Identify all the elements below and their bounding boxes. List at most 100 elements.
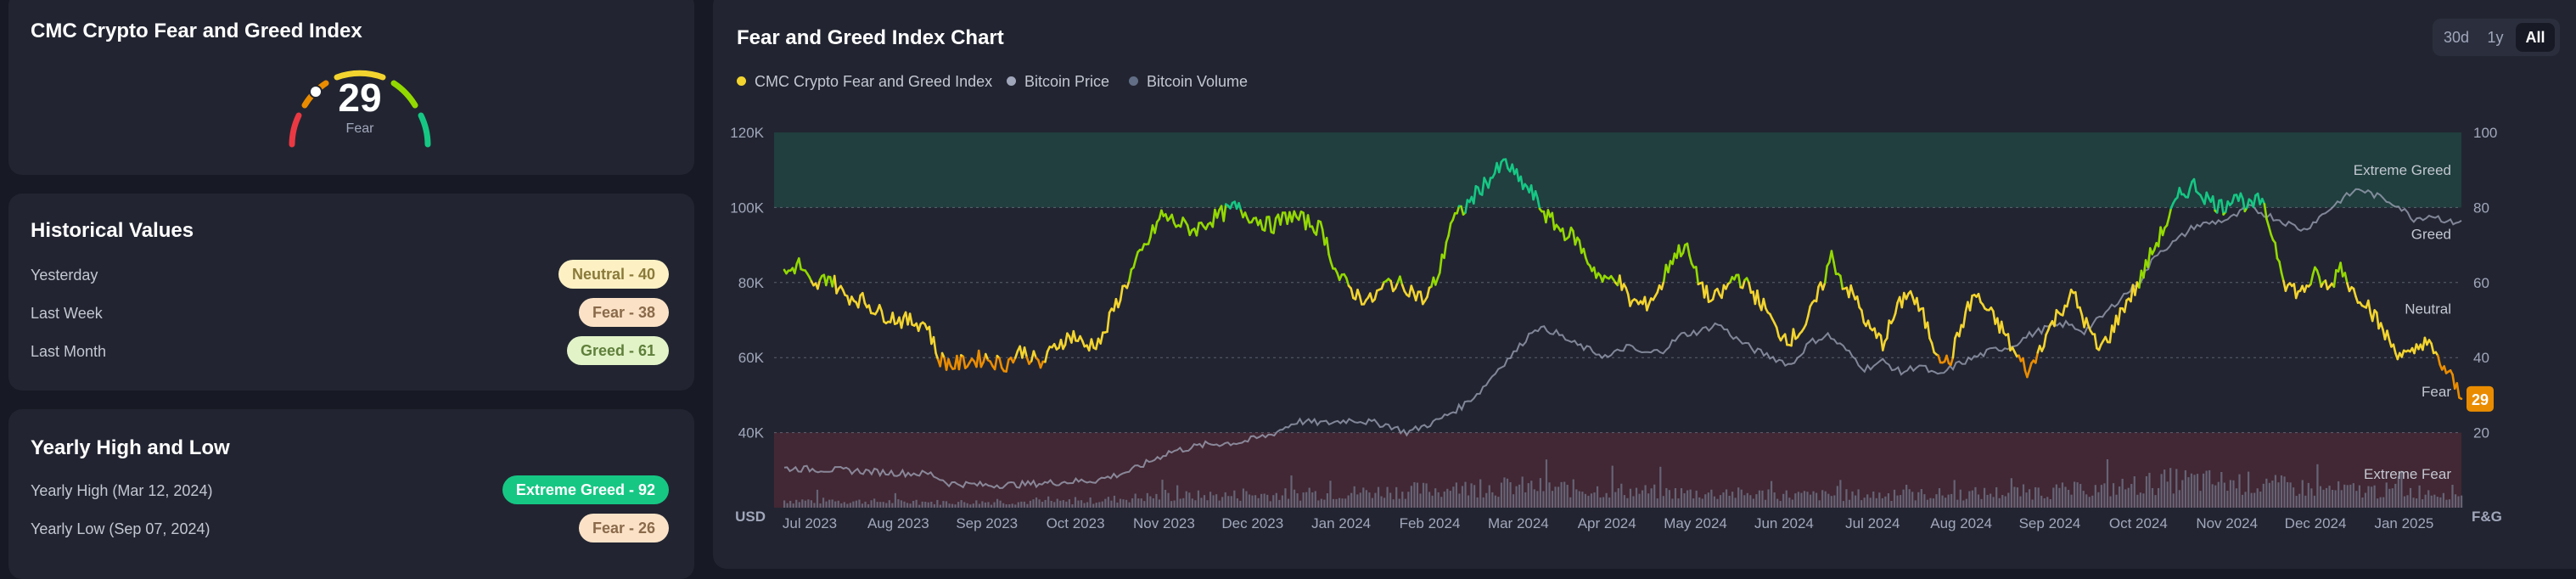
- fear-greed-segment: [1370, 294, 1372, 302]
- volume-bar: [975, 500, 977, 508]
- volume-bar: [2293, 487, 2294, 508]
- volume-bar: [1864, 497, 1866, 508]
- volume-bar: [1452, 486, 1454, 508]
- volume-bar: [822, 497, 824, 508]
- volume-bar: [1243, 488, 1244, 508]
- fear-greed-segment: [1690, 256, 1692, 264]
- volume-bar: [1690, 490, 1692, 508]
- volume-bar: [2236, 488, 2237, 508]
- yearly-high-low-title: Yearly High and Low: [31, 436, 230, 460]
- volume-bar: [2455, 494, 2456, 508]
- fear-greed-segment: [2388, 331, 2389, 340]
- volume-bar: [1110, 501, 1112, 508]
- fear-greed-segment: [1857, 296, 1860, 307]
- fear-greed-segment: [979, 351, 981, 367]
- volume-bar: [2343, 485, 2345, 508]
- fear-greed-segment: [1281, 213, 1283, 225]
- volume-bar: [1810, 495, 1811, 508]
- fear-greed-segment: [1978, 294, 1981, 302]
- fear-greed-segment: [1400, 277, 1402, 285]
- volume-bar: [1125, 500, 1127, 508]
- volume-bar: [1075, 497, 1076, 508]
- volume-bar: [2175, 469, 2177, 508]
- legend-fear-greed[interactable]: CMC Crypto Fear and Greed Index: [737, 73, 992, 91]
- volume-bar: [1120, 499, 1121, 508]
- volume-bar: [1753, 498, 1754, 508]
- volume-bar: [1444, 492, 1445, 508]
- legend-fear-greed-label: CMC Crypto Fear and Greed Index: [755, 73, 992, 90]
- volume-bar: [2326, 488, 2327, 508]
- volume-bar: [1219, 501, 1221, 508]
- fear-greed-segment: [2124, 301, 2126, 312]
- volume-bar: [2314, 496, 2315, 508]
- volume-bar: [1552, 491, 1553, 508]
- volume-bar: [1905, 485, 1907, 508]
- volume-bar: [2052, 487, 2054, 508]
- volume-bar: [1573, 480, 1574, 508]
- legend-bitcoin-price[interactable]: Bitcoin Price: [1007, 73, 1109, 91]
- volume-bar: [1737, 487, 1739, 508]
- volume-bar: [889, 500, 890, 508]
- legend-bitcoin-volume[interactable]: Bitcoin Volume: [1129, 73, 1248, 91]
- volume-bar: [2461, 496, 2462, 508]
- fear-greed-segment: [1662, 281, 1664, 290]
- volume-bar: [1915, 500, 1917, 508]
- volume-bar: [1827, 494, 1829, 508]
- volume-bar: [1378, 487, 1379, 508]
- volume-bar: [1857, 489, 1859, 508]
- volume-bar: [2146, 476, 2147, 508]
- fear-greed-segment: [1895, 303, 1898, 314]
- volume-bar: [2122, 479, 2124, 508]
- volume-bar: [2023, 484, 2024, 508]
- volume-bar: [1045, 500, 1047, 508]
- timeframe-toggle: 30d 1y All: [2433, 19, 2560, 56]
- usd-tick-label: 60K: [738, 350, 765, 366]
- timeframe-all-button[interactable]: All: [2516, 23, 2555, 52]
- volume-bar: [1786, 491, 1787, 508]
- volume-bar: [1620, 484, 1622, 508]
- volume-bar: [1114, 496, 1115, 508]
- volume-bar: [1305, 492, 1307, 508]
- volume-bar: [1053, 502, 1055, 508]
- volume-bar: [1014, 504, 1016, 508]
- legend-fear-greed-dot-icon: [737, 76, 746, 86]
- fear-greed-segment: [1923, 308, 1926, 328]
- volume-bar: [2394, 484, 2396, 508]
- volume-bar: [2457, 497, 2459, 508]
- fear-greed-segment: [1832, 251, 1834, 262]
- volume-bar: [1374, 493, 1376, 508]
- timeframe-1y-button[interactable]: 1y: [2478, 23, 2512, 52]
- fear-greed-segment: [2438, 356, 2439, 364]
- volume-bar: [2298, 494, 2300, 508]
- date-tick-label: Jul 2023: [783, 515, 837, 531]
- volume-bar: [2134, 476, 2135, 508]
- volume-bar: [1884, 497, 1886, 508]
- volume-bar: [1929, 498, 1931, 508]
- volume-bar: [1057, 499, 1058, 508]
- volume-bar: [2044, 498, 2046, 508]
- volume-bar: [1333, 499, 1334, 508]
- volume-bar: [1585, 494, 1586, 508]
- volume-bar: [1360, 492, 1361, 508]
- volume-bar: [1714, 497, 1715, 508]
- fear-greed-segment: [1108, 312, 1110, 332]
- volume-bar: [1597, 486, 1598, 508]
- volume-bar: [1536, 491, 1538, 508]
- fear-greed-segment: [1421, 292, 1423, 304]
- volume-bar: [2335, 490, 2337, 508]
- volume-bar: [2199, 491, 2201, 508]
- date-tick-label: Aug 2024: [1930, 515, 1992, 531]
- volume-bar: [1710, 490, 1712, 508]
- volume-bar: [1794, 493, 1796, 508]
- volume-bar: [2406, 495, 2408, 508]
- historical-last-month-badge: Greed - 61: [567, 336, 669, 365]
- timeframe-30d-button[interactable]: 30d: [2438, 23, 2475, 52]
- volume-bar: [2103, 483, 2105, 508]
- fear-greed-segment: [1007, 360, 1009, 372]
- volume-bar: [1473, 485, 1475, 508]
- volume-bar: [1225, 492, 1226, 508]
- fear-greed-segment: [1129, 269, 1131, 280]
- fear-greed-segment: [1959, 325, 1961, 336]
- volume-bar: [2203, 474, 2204, 508]
